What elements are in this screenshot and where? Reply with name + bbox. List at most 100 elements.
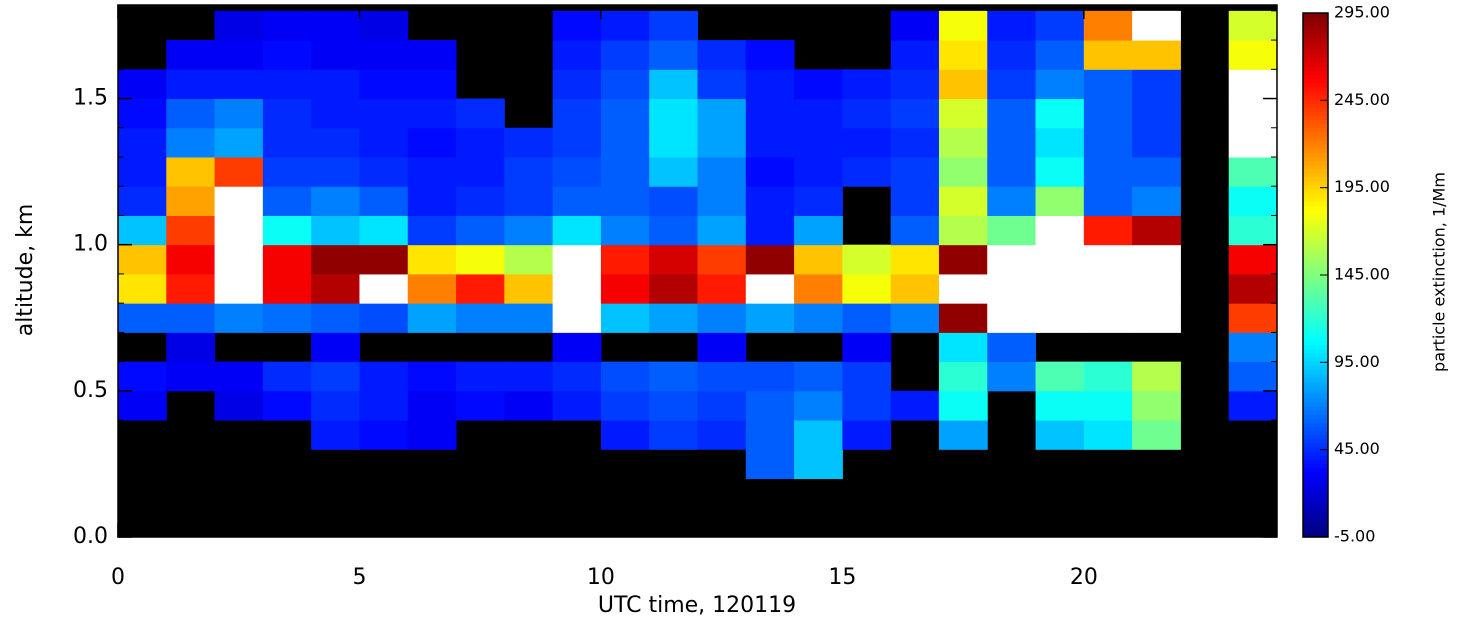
heatmap-cell	[214, 186, 264, 216]
colorbar-swatch	[1303, 131, 1328, 137]
heatmap-cell	[987, 98, 1037, 129]
heatmap-cell	[987, 273, 1037, 304]
heatmap-cell	[600, 69, 650, 100]
colorbar-tick-label: -5.00	[1334, 527, 1375, 546]
heatmap-cell	[649, 10, 698, 41]
heatmap-cell	[552, 215, 602, 246]
heatmap-cell	[1132, 69, 1181, 100]
heatmap-cell	[987, 40, 1037, 70]
colorbar-swatch	[1303, 168, 1328, 174]
colorbar-swatch	[1303, 356, 1328, 362]
heatmap-cell	[1228, 390, 1278, 421]
x-tick-label: 5	[352, 565, 366, 590]
heatmap-cell	[600, 10, 650, 41]
heatmap-cell	[1228, 98, 1278, 129]
heatmap-cell	[1083, 361, 1133, 392]
colorbar-swatch	[1303, 29, 1328, 35]
heatmap-cell	[938, 420, 988, 450]
colorbar-swatch	[1303, 37, 1328, 43]
heatmap-cell	[359, 69, 409, 100]
heatmap-cell	[1228, 244, 1278, 275]
colorbar-swatch	[1303, 365, 1328, 370]
colorbar-swatch	[1303, 86, 1328, 92]
colorbar-swatch	[1303, 103, 1328, 108]
colorbar-swatch	[1303, 520, 1328, 526]
heatmap-cell	[262, 361, 312, 392]
colorbar-swatch	[1303, 528, 1328, 534]
heatmap-cell	[504, 127, 554, 158]
colorbar-swatch	[1303, 487, 1328, 493]
y-tick-label: 0.5	[73, 378, 108, 403]
heatmap-cell	[745, 449, 795, 480]
colorbar-swatch	[1303, 299, 1328, 305]
heatmap-cell	[890, 186, 940, 216]
colorbar-swatch	[1303, 295, 1328, 301]
heatmap-cell	[794, 449, 843, 480]
y-tick-label: 1.0	[73, 232, 108, 257]
heatmap-cell	[649, 303, 698, 333]
heatmap-cell	[600, 420, 650, 450]
colorbar-swatch	[1303, 25, 1328, 30]
colorbar-swatch	[1303, 262, 1328, 268]
heatmap-cell	[1083, 420, 1133, 450]
heatmap-cell	[359, 157, 409, 187]
x-tick-label: 10	[587, 565, 615, 590]
heatmap-cell	[1083, 303, 1133, 333]
y-tick-label: 1.5	[73, 86, 108, 111]
colorbar-swatch	[1303, 360, 1328, 366]
colorbar-swatch	[1303, 246, 1328, 252]
heatmap-cell	[745, 303, 795, 333]
heatmap-cell	[214, 390, 264, 421]
colorbar-swatch	[1303, 328, 1328, 333]
colorbar-swatch	[1303, 275, 1328, 280]
colorbar-swatch	[1303, 90, 1328, 96]
colorbar-swatch	[1303, 258, 1328, 264]
heatmap-cell	[359, 390, 409, 421]
heatmap-cell	[1132, 420, 1181, 450]
heatmap-cell	[697, 127, 747, 158]
colorbar-swatch	[1303, 209, 1328, 215]
colorbar-swatch	[1303, 17, 1328, 22]
colorbar-swatch	[1303, 213, 1328, 219]
colorbar-swatch	[1303, 320, 1328, 325]
heatmap-cell	[938, 244, 988, 275]
colorbar-swatch	[1303, 508, 1328, 514]
heatmap-cell	[938, 40, 988, 70]
heatmap-cell	[987, 332, 1037, 363]
heatmap-cell	[600, 244, 650, 275]
heatmap-cell	[166, 361, 216, 392]
heatmap-cell	[504, 186, 554, 216]
colorbar-swatch	[1303, 250, 1328, 256]
x-axis-label: UTC time, 120119	[598, 593, 796, 618]
heatmap-cell	[649, 244, 698, 275]
colorbar-swatch	[1303, 352, 1328, 358]
heatmap-cell	[1035, 98, 1085, 129]
heatmap-cell	[842, 127, 892, 158]
heatmap-cell	[311, 332, 360, 363]
colorbar-tick-label: 145.00	[1334, 265, 1390, 284]
colorbar-swatch	[1303, 225, 1328, 231]
colorbar-swatch	[1303, 49, 1328, 55]
heatmap-cell	[504, 157, 554, 187]
heatmap-cell	[745, 186, 795, 216]
heatmap-cell	[938, 361, 988, 392]
heatmap-cell	[697, 69, 747, 100]
colorbar-swatch	[1303, 176, 1328, 182]
colorbar-swatch	[1303, 385, 1328, 391]
heatmap-cell	[600, 303, 650, 333]
heatmap-cell	[794, 244, 843, 275]
heatmap-cell	[649, 273, 698, 304]
heatmap-cell	[938, 215, 988, 246]
colorbar-swatch	[1303, 307, 1328, 313]
heatmap-cell	[214, 303, 264, 333]
heatmap-cell	[697, 244, 747, 275]
heatmap-cell	[938, 127, 988, 158]
heatmap-cell	[214, 244, 264, 275]
heatmap-cell	[1228, 186, 1278, 216]
heatmap-cell	[407, 420, 457, 450]
colorbar-swatch	[1303, 455, 1328, 460]
heatmap-cell	[1035, 127, 1085, 158]
heatmap-cell	[890, 69, 940, 100]
y-axis-label: altitude, km	[13, 204, 38, 337]
